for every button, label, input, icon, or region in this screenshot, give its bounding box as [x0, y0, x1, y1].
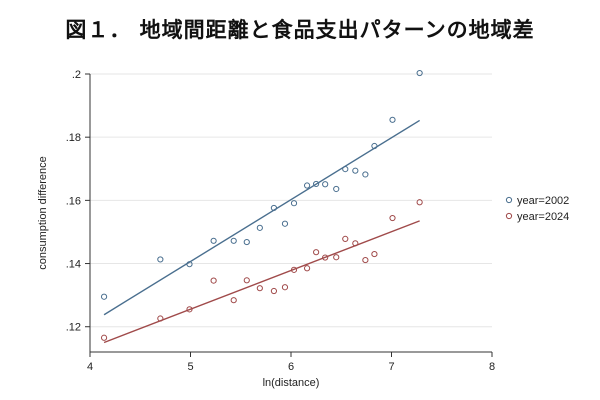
data-point-series-2 — [362, 256, 369, 264]
data-point-series-1 — [230, 237, 237, 244]
data-point-series-2 — [100, 334, 108, 341]
data-point-series-1 — [256, 224, 263, 231]
data-point-series-1 — [333, 185, 340, 193]
data-point-series-1 — [416, 69, 423, 77]
data-point-series-1 — [270, 204, 278, 212]
data-point-series-2 — [186, 306, 193, 313]
data-point-series-1 — [303, 182, 311, 189]
data-point-series-1 — [100, 293, 108, 300]
legend-marker — [505, 196, 513, 204]
x-tick-label: 6 — [288, 361, 294, 373]
data-point-series-1 — [371, 142, 378, 150]
y-tick-label: .18 — [66, 132, 81, 144]
data-point-series-2 — [230, 297, 237, 304]
data-point-series-2 — [371, 250, 378, 258]
y-tick-label: .16 — [66, 195, 81, 207]
axes: .12 .14 .16 .18 .2 4 5 6 7 8 — [66, 69, 495, 373]
data-point-series-2 — [322, 254, 329, 261]
x-axis-label: ln(distance) — [263, 377, 320, 389]
data-point-series-1 — [290, 200, 298, 207]
fit-line-2 — [103, 220, 420, 344]
y-tick-label: .2 — [72, 69, 81, 81]
data-point-series-2 — [342, 235, 349, 243]
fit-line-1 — [103, 119, 421, 316]
data-point-series-1 — [362, 171, 369, 178]
legend: year=2002 year=2024 — [505, 195, 569, 223]
data-point-series-1 — [186, 261, 193, 268]
fit-lines — [103, 119, 421, 344]
data-point-series-1 — [210, 237, 217, 244]
data-point-series-1 — [342, 165, 349, 173]
x-tick-label: 8 — [489, 361, 495, 373]
data-points — [100, 69, 423, 341]
y-tick-label: .14 — [66, 259, 81, 271]
x-tick-label: 7 — [388, 361, 394, 373]
data-point-series-2 — [389, 214, 396, 222]
data-point-series-2 — [256, 285, 263, 292]
data-point-series-1 — [322, 181, 329, 188]
data-point-series-1 — [157, 256, 164, 263]
data-point-series-2 — [333, 254, 340, 261]
data-point-series-2 — [281, 284, 289, 291]
data-point-series-2 — [210, 277, 217, 284]
data-point-series-2 — [243, 277, 250, 284]
y-axis-label: consumption difference — [37, 156, 49, 270]
legend-entry: year=2002 — [517, 195, 569, 207]
data-point-series-2 — [352, 240, 359, 247]
data-point-series-2 — [270, 287, 278, 295]
data-point-series-2 — [303, 265, 311, 272]
data-point-series-2 — [157, 315, 164, 322]
data-point-series-2 — [290, 266, 298, 273]
data-point-series-2 — [416, 199, 423, 206]
data-point-series-2 — [313, 249, 320, 256]
legend-entry: year=2024 — [517, 211, 569, 223]
data-point-series-1 — [313, 180, 320, 188]
legend-marker — [505, 212, 513, 220]
x-tick-label: 5 — [187, 361, 193, 373]
x-tick-label: 4 — [87, 361, 93, 373]
chart-title: 図１． 地域間距離と食品支出パターンの地域差 — [65, 18, 535, 42]
data-point-series-1 — [243, 238, 250, 246]
data-point-series-1 — [389, 116, 396, 123]
data-point-series-1 — [281, 220, 289, 227]
y-tick-label: .12 — [66, 322, 81, 334]
data-point-series-1 — [352, 167, 359, 174]
